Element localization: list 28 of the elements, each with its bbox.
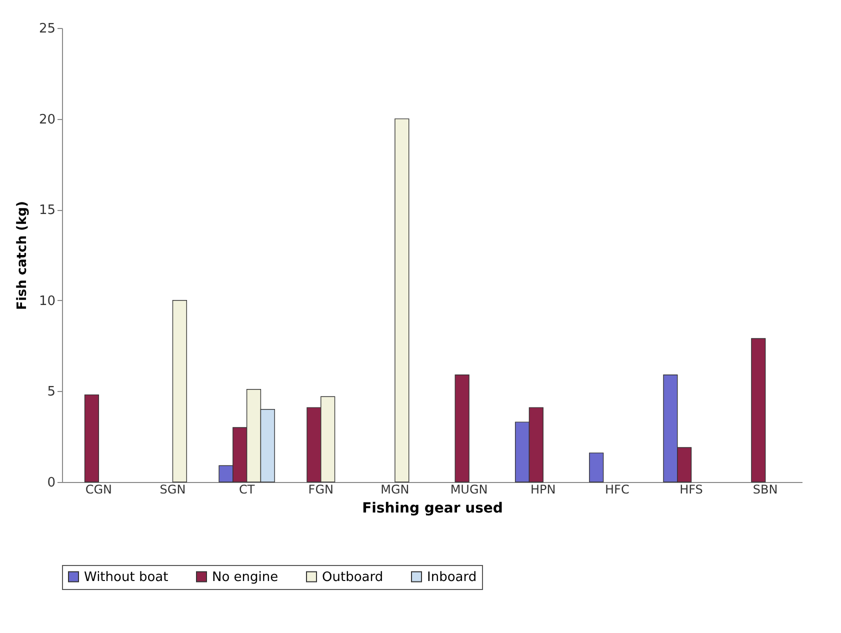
x-axis-title: Fishing gear used <box>362 500 503 516</box>
y-tick-label: 10 <box>38 294 56 309</box>
bar <box>394 118 410 482</box>
y-tick-label: 0 <box>47 476 56 490</box>
x-tick-label: MGN <box>380 482 410 496</box>
legend-label: Without boat <box>84 570 168 585</box>
y-tick-label: 15 <box>38 203 56 218</box>
x-tick-label: CGN <box>85 482 112 496</box>
legend-label: No engine <box>212 570 278 585</box>
y-tick-label: 20 <box>38 112 56 128</box>
bar <box>751 338 766 482</box>
y-axis-title: Fish catch (kg) <box>14 201 30 310</box>
x-tick-label: FGN <box>308 482 334 496</box>
x-tick-label: SBN <box>752 482 778 496</box>
x-tick-label: HFS <box>680 482 703 496</box>
y-tick-label: 25 <box>38 22 56 36</box>
bar <box>589 452 604 482</box>
x-tick-label: HFC <box>605 482 630 496</box>
x-tick-label: MUGN <box>450 482 488 496</box>
legend-label: Outboard <box>322 570 384 585</box>
y-tick-label: 5 <box>47 384 56 400</box>
legend-label: Inboard <box>427 570 477 585</box>
bar <box>84 394 100 482</box>
x-tick-label: CT <box>238 482 256 496</box>
x-tick-label: SGN <box>160 482 186 496</box>
bar <box>172 300 187 482</box>
bar <box>454 374 470 482</box>
x-tick-label: HPN <box>530 482 556 496</box>
